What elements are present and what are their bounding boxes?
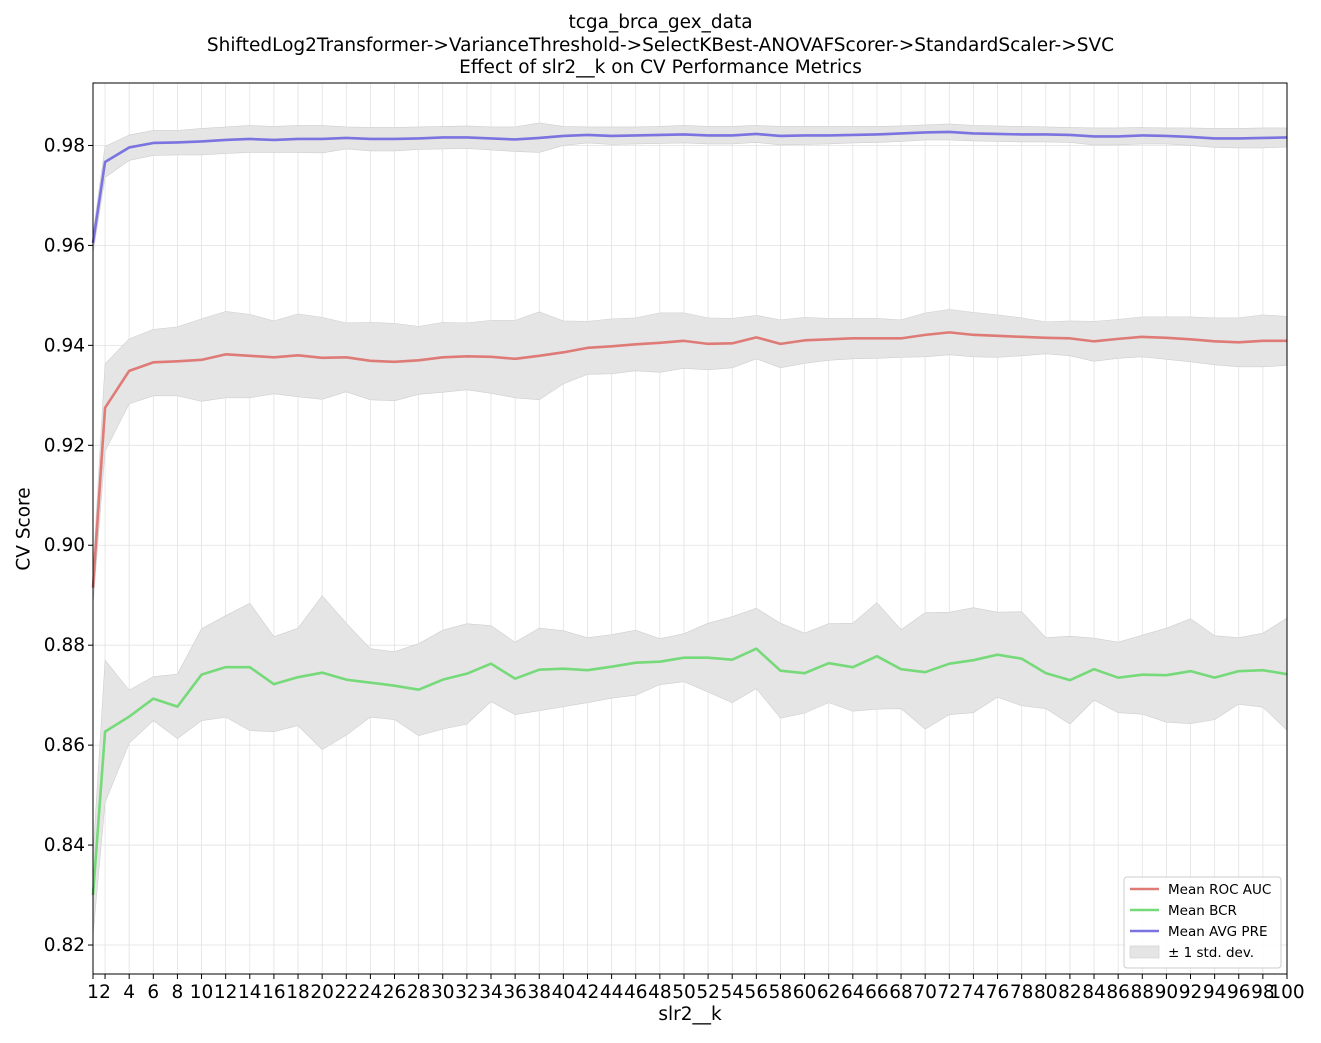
chart-title: tcga_brca_gex_data [568, 12, 753, 33]
x-tick-label: 60 [793, 982, 817, 1003]
x-tick-label: 36 [503, 982, 527, 1003]
x-tick-label: 50 [672, 982, 696, 1003]
x-axis-title: slr2__k [658, 1004, 722, 1025]
x-tick-label: 38 [527, 982, 551, 1003]
grid [92, 83, 1288, 974]
legend-label-1: Mean BCR [1168, 903, 1237, 919]
x-tick-label: 12 [214, 982, 238, 1003]
x-tick-label: 52 [696, 982, 720, 1003]
x-tick-label: 58 [769, 982, 793, 1003]
x-tick-label: 8 [172, 982, 184, 1003]
x-tick-label: 1 [87, 982, 99, 1003]
x-tick-label: 92 [1179, 982, 1203, 1003]
x-tick-label: 96 [1227, 982, 1251, 1003]
legend-label-0: Mean ROC AUC [1168, 882, 1271, 898]
x-tick-label: 30 [431, 982, 455, 1003]
x-tick-label: 16 [262, 982, 286, 1003]
x-tick-label: 82 [1058, 982, 1082, 1003]
plot-frame [92, 82, 1288, 975]
x-tick-label: 20 [310, 982, 334, 1003]
x-tick-label: 44 [600, 982, 624, 1003]
x-tick-label: 86 [1106, 982, 1130, 1003]
chart-subtitle-pipeline: ShiftedLog2Transformer->VarianceThreshol… [206, 35, 1115, 56]
x-tick-label: 68 [889, 982, 913, 1003]
x-tick-label: 32 [455, 982, 479, 1003]
y-tick-label: 0.84 [44, 835, 85, 856]
x-tick-label: 26 [383, 982, 407, 1003]
x-tick-label: 76 [986, 982, 1010, 1003]
x-tick-label: 14 [238, 982, 262, 1003]
x-tick-label: 24 [359, 982, 383, 1003]
x-tick-label: 98 [1251, 982, 1275, 1003]
x-tick-label: 94 [1203, 982, 1227, 1003]
y-tick-label: 0.96 [44, 235, 85, 256]
x-tick-label: 4 [123, 982, 135, 1003]
y-tick-label: 0.88 [44, 635, 85, 656]
chart-subtitle-effect: Effect of slr2__k on CV Performance Metr… [459, 57, 862, 78]
x-tick-label: 54 [720, 982, 744, 1003]
x-tick-label: 48 [648, 982, 672, 1003]
x-tick-label: 42 [576, 982, 600, 1003]
y-tick-label: 0.86 [44, 735, 85, 756]
x-tick-label: 10 [190, 982, 214, 1003]
x-tick-label: 72 [938, 982, 962, 1003]
std-dev-band-2 [92, 122, 1288, 253]
y-tick-label: 0.82 [44, 935, 85, 956]
x-tick-label: 100 [1269, 982, 1304, 1003]
x-tick-label: 66 [865, 982, 889, 1003]
std-dev-band-0 [92, 309, 1288, 606]
legend-band-swatch [1129, 945, 1160, 959]
x-tick-label: 74 [962, 982, 986, 1003]
x-tick-label: 64 [841, 982, 865, 1003]
legend-box [1123, 876, 1282, 969]
std-dev-band-1 [92, 595, 1288, 936]
x-tick-label: 40 [552, 982, 576, 1003]
x-tick-label: 22 [334, 982, 358, 1003]
x-axis-ticks: 1 2 4 6 8 10 12 14 16 18 20 22 24 26 28 30 32 34 36 38 40 42 4… [87, 974, 1305, 1003]
y-tick-label: 0.98 [44, 135, 85, 156]
y-tick-label: 0.92 [44, 435, 85, 456]
series-line-2 [91, 130, 1288, 244]
x-tick-label: 70 [913, 982, 937, 1003]
x-tick-label: 56 [745, 982, 769, 1003]
x-tick-label: 62 [817, 982, 841, 1003]
x-tick-label: 2 [99, 982, 111, 1003]
std-dev-bands [92, 122, 1288, 936]
x-tick-label: 88 [1130, 982, 1154, 1003]
legend-band-label: ± 1 std. dev. [1168, 945, 1254, 961]
series-line-0 [91, 331, 1287, 588]
x-tick-label: 80 [1034, 982, 1058, 1003]
x-tick-label: 46 [624, 982, 648, 1003]
y-axis-ticks: 0.82 0.84 0.86 0.88 0.90 0.92 0.94 0.96 0.98 [44, 135, 93, 956]
x-tick-label: 84 [1082, 982, 1106, 1003]
x-tick-label: 78 [1010, 982, 1034, 1003]
legend: Mean ROC AUC Mean BCR Mean AVG PRE ± 1 std.… [1123, 876, 1282, 969]
series-line-1 [91, 647, 1288, 896]
x-tick-label: 28 [407, 982, 431, 1003]
x-tick-label: 90 [1155, 982, 1179, 1003]
x-tick-label: 6 [147, 982, 159, 1003]
x-tick-label: 18 [286, 982, 310, 1003]
series-lines [91, 130, 1288, 896]
legend-label-2: Mean AVG PRE [1168, 924, 1267, 940]
y-tick-label: 0.94 [44, 335, 85, 356]
x-tick-label: 34 [479, 982, 503, 1003]
y-tick-label: 0.90 [44, 535, 85, 556]
y-axis-title: CV Score [13, 487, 35, 571]
